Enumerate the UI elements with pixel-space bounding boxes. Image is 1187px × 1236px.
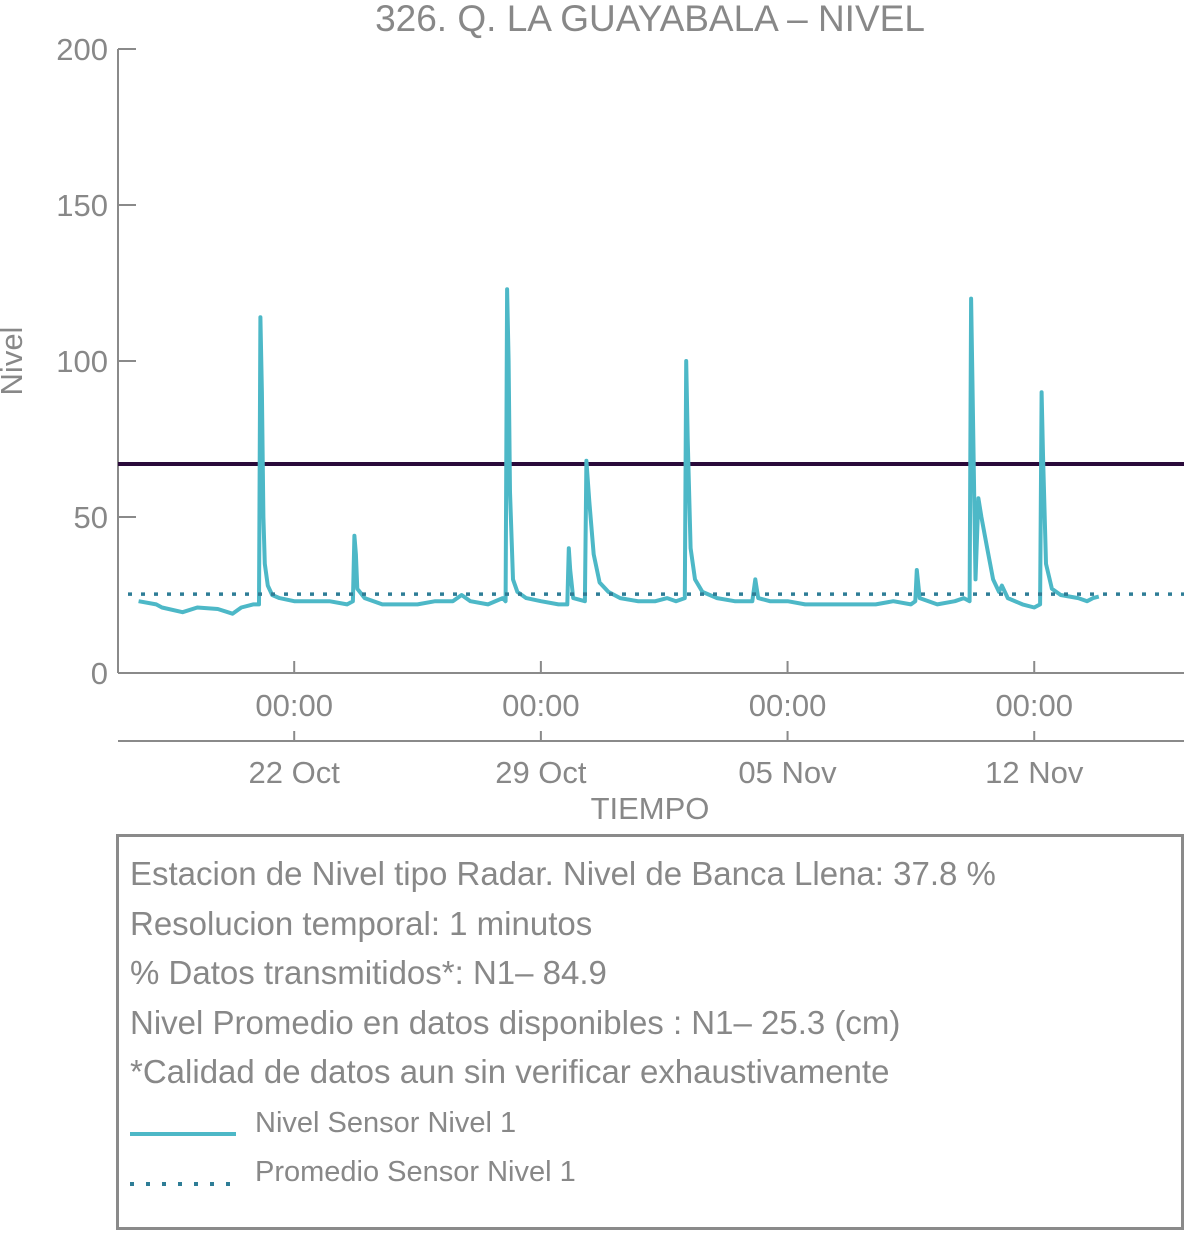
- y-axis-label: Nivel: [0, 327, 29, 396]
- info-average-level: Nivel Promedio en datos disponibles : N1…: [130, 1004, 901, 1041]
- y-tick-label: 150: [56, 188, 108, 223]
- legend-label-nivel: Nivel Sensor Nivel 1: [255, 1107, 517, 1139]
- info-station-type: Estacion de Nivel tipo Radar. Nivel de B…: [130, 855, 996, 892]
- x-tick-label-time: 00:00: [749, 688, 827, 723]
- x-tick-label-time: 00:00: [255, 688, 333, 723]
- y-tick-label: 0: [91, 656, 108, 691]
- x-tick-label-date: 05 Nov: [738, 755, 837, 790]
- x-axis: 00:00 22 Oct 00:00 29 Oct 00:00 05 Nov 00:00 12…: [118, 661, 1184, 790]
- legend-swatch-dotted: [130, 1182, 236, 1186]
- x-tick-label-date: 22 Oct: [249, 755, 341, 790]
- info-quality-note: *Calidad de datos aun sin verificar exha…: [130, 1053, 890, 1090]
- chart: 326. Q. LA GUAYABALA – NIVEL 0 50 100 150 20…: [0, 0, 1184, 826]
- x-tick-label-date: 29 Oct: [495, 755, 587, 790]
- y-axis: 0 50 100 150 200: [56, 32, 136, 691]
- x-axis-label: TIEMPO: [591, 791, 710, 826]
- x-tick-label-date: 12 Nov: [985, 755, 1084, 790]
- info-legend-box: Estacion de Nivel tipo Radar. Nivel de B…: [116, 834, 1184, 1230]
- y-tick-label: 100: [56, 344, 108, 379]
- x-tick-label-time: 00:00: [995, 688, 1073, 723]
- series-line-nivel: [138, 287, 1100, 616]
- chart-title: 326. Q. LA GUAYABALA – NIVEL: [375, 0, 925, 39]
- legend-swatch-solid: [130, 1132, 236, 1136]
- y-tick-label: 50: [74, 500, 108, 535]
- x-tick-label-time: 00:00: [502, 688, 580, 723]
- legend-label-promedio: Promedio Sensor Nivel 1: [255, 1156, 576, 1188]
- plot-area: [118, 287, 1184, 616]
- y-tick-label: 200: [56, 32, 108, 67]
- info-data-transmitted: % Datos transmitidos*: N1– 84.9: [130, 954, 607, 991]
- info-temporal-resolution: Resolucion temporal: 1 minutos: [130, 905, 593, 942]
